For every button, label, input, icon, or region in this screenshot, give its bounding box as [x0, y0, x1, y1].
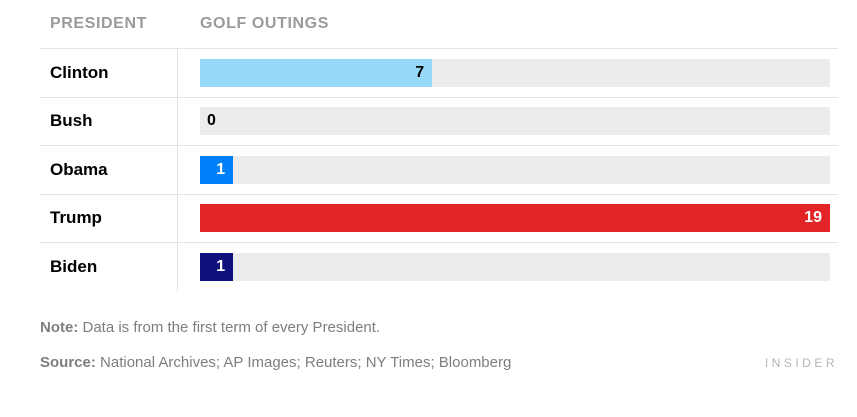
- insider-logo: INSIDER: [764, 355, 838, 370]
- bar-cell: 19: [178, 195, 838, 243]
- bar-value-label: 19: [804, 209, 822, 227]
- bar-value-label: 1: [216, 257, 226, 275]
- bar-track: 19: [200, 204, 830, 233]
- bar-cell: 1: [178, 146, 838, 194]
- bar-track: 7: [200, 58, 830, 87]
- source: Source: National Archives; AP Images; Re…: [40, 354, 511, 371]
- table-row-clinton: Clinton 7: [40, 48, 838, 97]
- table-row-obama: Obama 1: [40, 145, 838, 194]
- bar-track: 1: [200, 252, 830, 281]
- bar-clinton: [200, 58, 433, 87]
- bar-value-label: 7: [415, 63, 425, 81]
- bar-cell: 1: [178, 243, 838, 291]
- note-text: Data is from the first term of every Pre…: [82, 318, 381, 336]
- president-name: Bush: [40, 97, 178, 145]
- chart-rows: Clinton 7 Bush 0 Obama: [40, 48, 838, 291]
- president-name: Trump: [40, 194, 178, 242]
- table-row-biden: Biden 1: [40, 242, 838, 291]
- source-prefix: Source:: [40, 353, 96, 371]
- table-row-trump: Trump 19: [40, 193, 838, 243]
- president-name: Clinton: [40, 49, 178, 97]
- bar-trump: [200, 204, 830, 233]
- bar-cell: 7: [178, 49, 838, 97]
- column-header-president: PRESIDENT: [50, 15, 147, 32]
- bar-track: 1: [200, 155, 830, 184]
- golf-outings-chart: PRESIDENT GOLF OUTINGS Clinton 7 Bush 0: [40, 0, 838, 371]
- source-text: National Archives; AP Images; Reuters; N…: [100, 353, 512, 371]
- president-name: Obama: [40, 146, 178, 194]
- note: Note: Data is from the first term of eve…: [40, 319, 838, 336]
- table-header: PRESIDENT GOLF OUTINGS: [40, 0, 838, 48]
- bar-biden: [200, 252, 234, 281]
- column-header-golf-outings: GOLF OUTINGS: [200, 15, 329, 32]
- bar-track: 0: [200, 107, 830, 136]
- bar-value-label: 1: [216, 160, 226, 178]
- bar-obama: [200, 155, 234, 184]
- note-prefix: Note:: [40, 318, 79, 336]
- source-row: Source: National Archives; AP Images; Re…: [40, 354, 838, 371]
- bar-value-label: 0: [207, 112, 216, 130]
- table-row-bush: Bush 0: [40, 96, 838, 146]
- president-name: Biden: [40, 243, 178, 291]
- bar-cell: 0: [178, 98, 838, 146]
